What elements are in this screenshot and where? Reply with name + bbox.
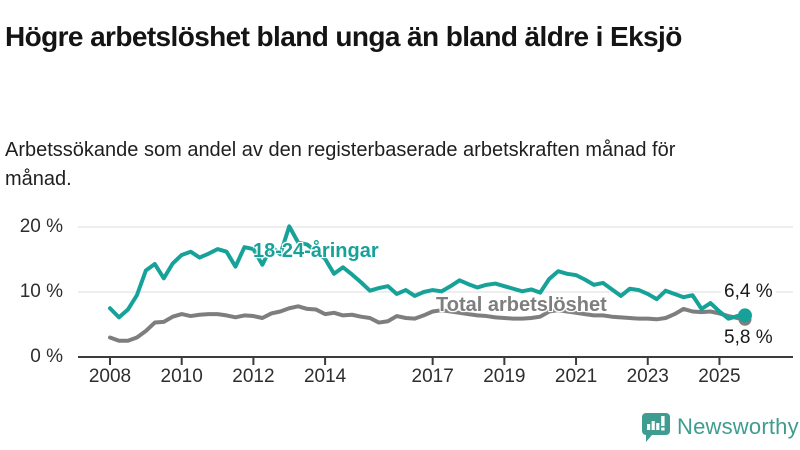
x-tick-label-2025: 2025: [698, 366, 741, 387]
end-dot-18-24-åringar: [737, 308, 752, 323]
y-tick-label-10: 10 %: [19, 281, 63, 302]
bar-chart-exclamation-bubble-icon: [642, 413, 670, 442]
x-tick-label-2014: 2014: [303, 366, 347, 387]
x-tick-label-2008: 2008: [88, 366, 132, 387]
series-label-youth: 18-24-åringar: [253, 240, 379, 262]
x-tick-label-2012: 2012: [232, 366, 275, 387]
end-value-label-youth: 6,4 %: [721, 281, 776, 303]
y-tick-label-20: 20 %: [19, 216, 63, 237]
x-tick-label-2021: 2021: [554, 366, 598, 387]
newsworthy-logo[interactable]: Newsworthy: [641, 411, 799, 443]
x-tick-label-2010: 2010: [160, 366, 203, 387]
series-line-Total arbetslöshet: [108, 304, 746, 343]
page-title: Högre arbetslöshet bland unga än bland ä…: [5, 20, 682, 52]
x-tick-label-2023: 2023: [626, 366, 669, 387]
chart-subtitle: Arbetssökande som andel av den registerb…: [5, 139, 676, 190]
x-tick-label-2017: 2017: [411, 366, 454, 387]
series-line-18-24-åringar: [108, 224, 746, 321]
end-value-label-total: 5,8 %: [721, 327, 776, 349]
x-tick-label-2019: 2019: [483, 366, 526, 387]
logo-bubble-shape: [642, 413, 670, 442]
y-tick-label-0: 0 %: [30, 346, 63, 367]
series-label-total: Total arbetslöshet: [436, 294, 607, 316]
brand-name: Newsworthy: [677, 414, 799, 439]
